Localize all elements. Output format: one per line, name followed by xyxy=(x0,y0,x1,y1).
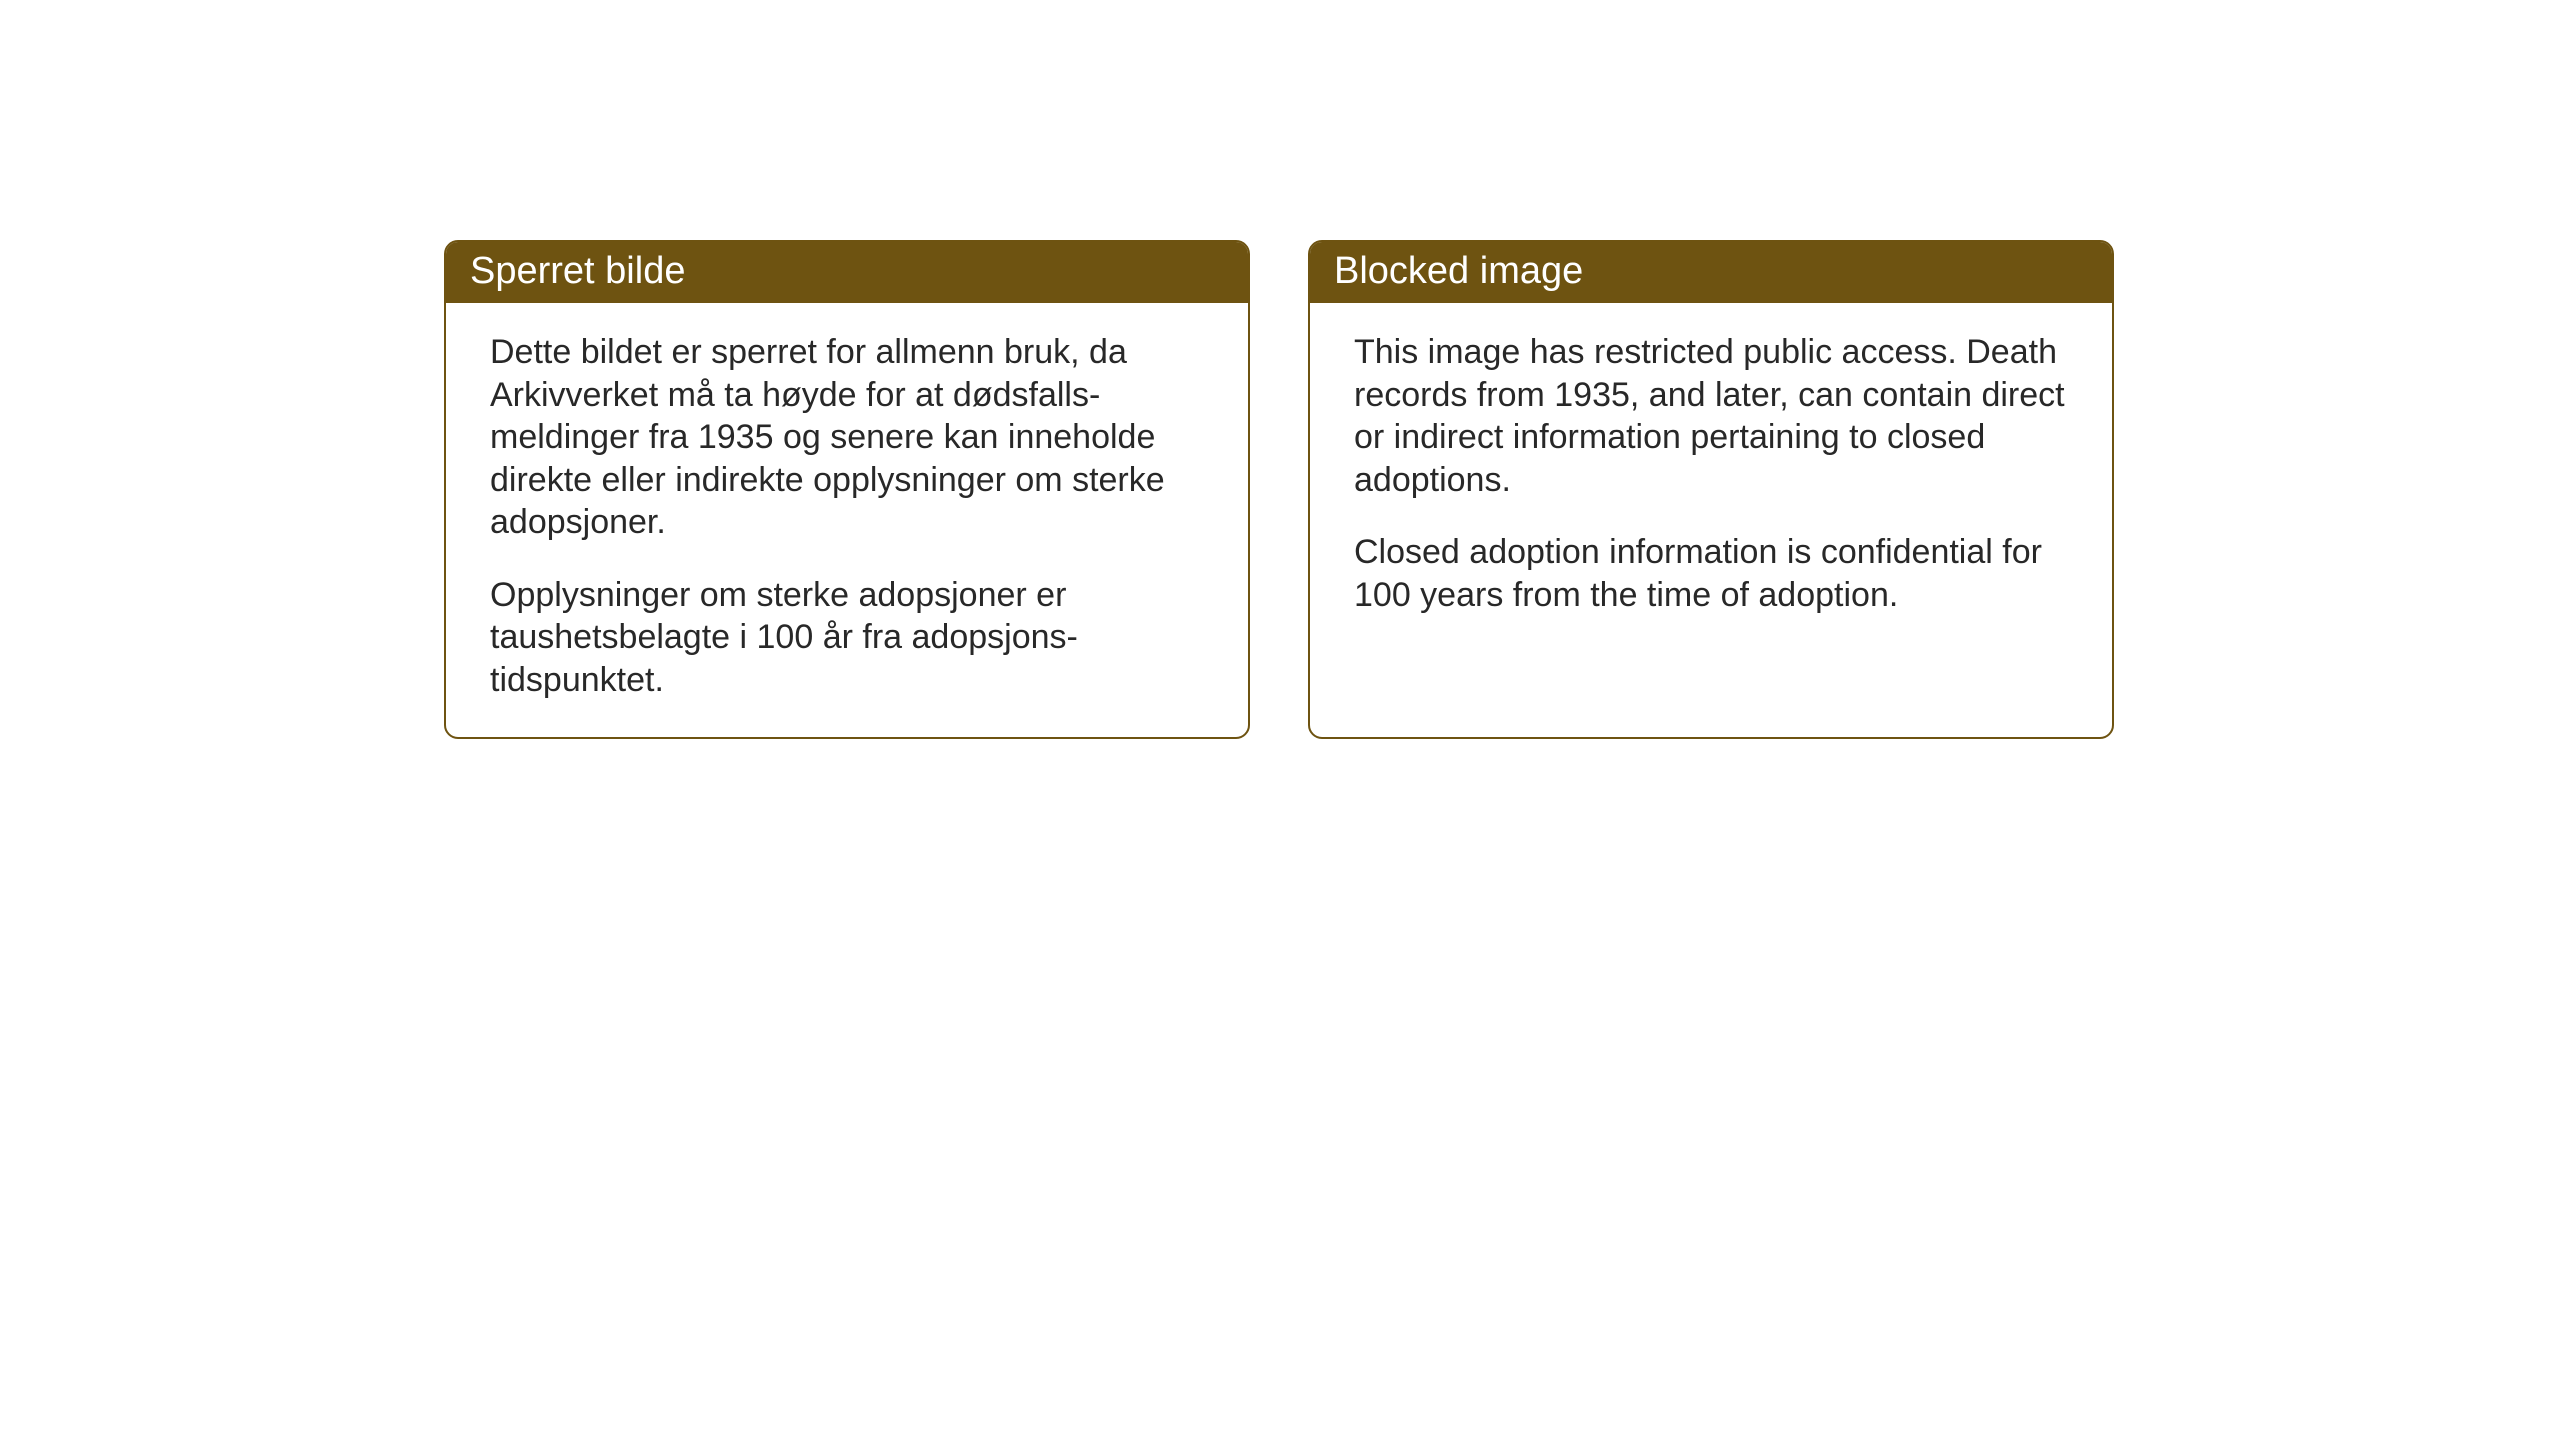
english-paragraph-1: This image has restricted public access.… xyxy=(1354,331,2068,501)
norwegian-paragraph-2: Opplysninger om sterke adopsjoner er tau… xyxy=(490,574,1204,702)
norwegian-card-header: Sperret bilde xyxy=(446,242,1248,303)
english-paragraph-2: Closed adoption information is confident… xyxy=(1354,531,2068,616)
norwegian-paragraph-1: Dette bildet er sperret for allmenn bruk… xyxy=(490,331,1204,544)
cards-container: Sperret bilde Dette bildet er sperret fo… xyxy=(444,240,2114,739)
english-card-title: Blocked image xyxy=(1334,250,1583,292)
norwegian-card-body: Dette bildet er sperret for allmenn bruk… xyxy=(446,303,1248,737)
english-card-body: This image has restricted public access.… xyxy=(1310,303,2112,652)
english-card-header: Blocked image xyxy=(1310,242,2112,303)
english-card: Blocked image This image has restricted … xyxy=(1308,240,2114,739)
norwegian-card: Sperret bilde Dette bildet er sperret fo… xyxy=(444,240,1250,739)
norwegian-card-title: Sperret bilde xyxy=(470,250,685,292)
